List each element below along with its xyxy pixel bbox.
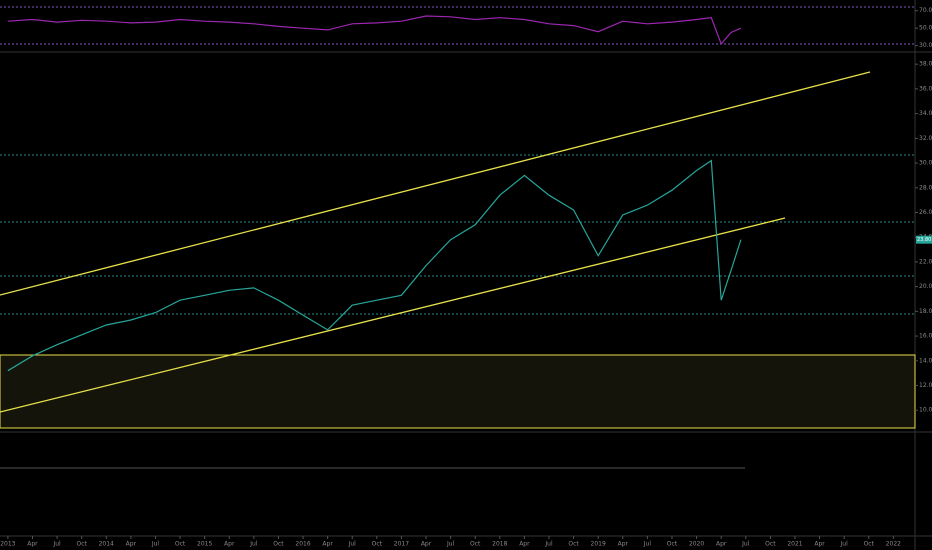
x-tick-label: Oct — [175, 541, 186, 548]
x-tick-label: Jul — [348, 541, 357, 548]
y-tick-label: 10.00 — [919, 407, 932, 414]
x-tick-label: Apr — [421, 541, 432, 548]
x-tick-label: Apr — [618, 541, 629, 548]
x-tick-label: Oct — [76, 541, 87, 548]
x-tick-label: Apr — [224, 541, 235, 548]
x-tick-label: Jul — [840, 541, 849, 548]
x-tick-label: Apr — [814, 541, 825, 548]
x-tick-label: Oct — [864, 541, 875, 548]
x-tick-label: 2016 — [295, 541, 310, 548]
x-tick-label: 2017 — [394, 541, 409, 548]
x-tick-label: Oct — [568, 541, 579, 548]
channel-lower — [0, 217, 786, 413]
volume-box — [0, 354, 916, 429]
x-tick-label: Oct — [273, 541, 284, 548]
x-tick-label: Apr — [519, 541, 530, 548]
y-tick-label: 34.00 — [919, 110, 932, 117]
x-tick-label: Apr — [27, 541, 38, 548]
x-tick-label: Oct — [765, 541, 776, 548]
y-tick-label: 18.00 — [919, 308, 932, 315]
last-price-box — [916, 235, 932, 244]
channel-upper — [0, 71, 871, 296]
x-tick-label: 2015 — [197, 541, 212, 548]
x-tick-label: Oct — [372, 541, 383, 548]
x-tick-label: Jul — [151, 541, 160, 548]
x-tick-label: Apr — [322, 541, 333, 548]
x-tick-label: 2013 — [0, 541, 15, 548]
y-tick-label: 14.00 — [919, 357, 932, 364]
x-tick-label: Jul — [446, 541, 455, 548]
y-tick-label: 38.00 — [919, 61, 932, 68]
x-tick-label: Jul — [52, 541, 61, 548]
y-tick-label: 36.00 — [919, 85, 932, 92]
last-price-label: 23.80 — [917, 237, 931, 243]
x-tick-label: Apr — [716, 541, 727, 548]
y-tick-label: 20.00 — [919, 283, 932, 290]
rsi-tick-label: 30.00 — [919, 42, 932, 49]
price-line — [7, 159, 742, 372]
y-tick-label: 26.00 — [919, 209, 932, 216]
x-tick-label: Apr — [126, 541, 137, 548]
y-tick-label: 28.00 — [919, 184, 932, 191]
y-tick-label: 22.00 — [919, 258, 932, 265]
x-tick-label: 2022 — [886, 541, 901, 548]
y-tick-label: 30.00 — [919, 160, 932, 167]
y-tick-label: 32.00 — [919, 135, 932, 142]
rsi-tick-label: 70.00 — [919, 7, 932, 14]
rsi-line — [7, 15, 742, 46]
x-tick-label: Jul — [544, 541, 553, 548]
x-tick-label: Jul — [643, 541, 652, 548]
x-tick-label: 2014 — [99, 541, 114, 548]
x-tick-label: 2018 — [492, 541, 507, 548]
x-tick-label: 2021 — [787, 541, 802, 548]
rsi-tick-label: 50.00 — [919, 25, 932, 32]
x-tick-label: Jul — [741, 541, 750, 548]
x-tick-label: Oct — [470, 541, 481, 548]
x-tick-label: 2020 — [689, 541, 704, 548]
y-tick-label: 16.00 — [919, 333, 932, 340]
x-tick-label: 2019 — [591, 541, 606, 548]
x-tick-label: Oct — [667, 541, 678, 548]
y-tick-label: 12.00 — [919, 382, 932, 389]
x-tick-label: Jul — [249, 541, 258, 548]
